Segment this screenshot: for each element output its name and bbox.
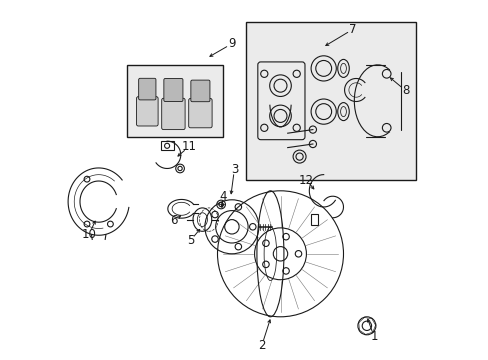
Text: 11: 11 (181, 140, 196, 153)
Text: 6: 6 (170, 214, 178, 227)
FancyBboxPatch shape (190, 80, 209, 102)
Bar (127, 65, 223, 137)
Text: 10: 10 (81, 228, 96, 241)
FancyBboxPatch shape (136, 96, 158, 126)
Text: 9: 9 (227, 37, 235, 50)
Text: 8: 8 (401, 84, 408, 97)
Bar (160, 141, 173, 150)
Text: 1: 1 (369, 330, 377, 343)
FancyBboxPatch shape (163, 78, 183, 102)
FancyBboxPatch shape (188, 98, 212, 128)
Text: 4: 4 (219, 190, 226, 203)
FancyBboxPatch shape (139, 78, 156, 100)
Bar (246, 22, 415, 180)
Text: 7: 7 (348, 23, 356, 36)
Text: 2: 2 (258, 339, 265, 352)
Text: 5: 5 (186, 234, 194, 247)
FancyBboxPatch shape (162, 98, 185, 130)
Bar (310, 214, 318, 225)
Text: 3: 3 (230, 163, 238, 176)
Text: 12: 12 (298, 174, 313, 186)
